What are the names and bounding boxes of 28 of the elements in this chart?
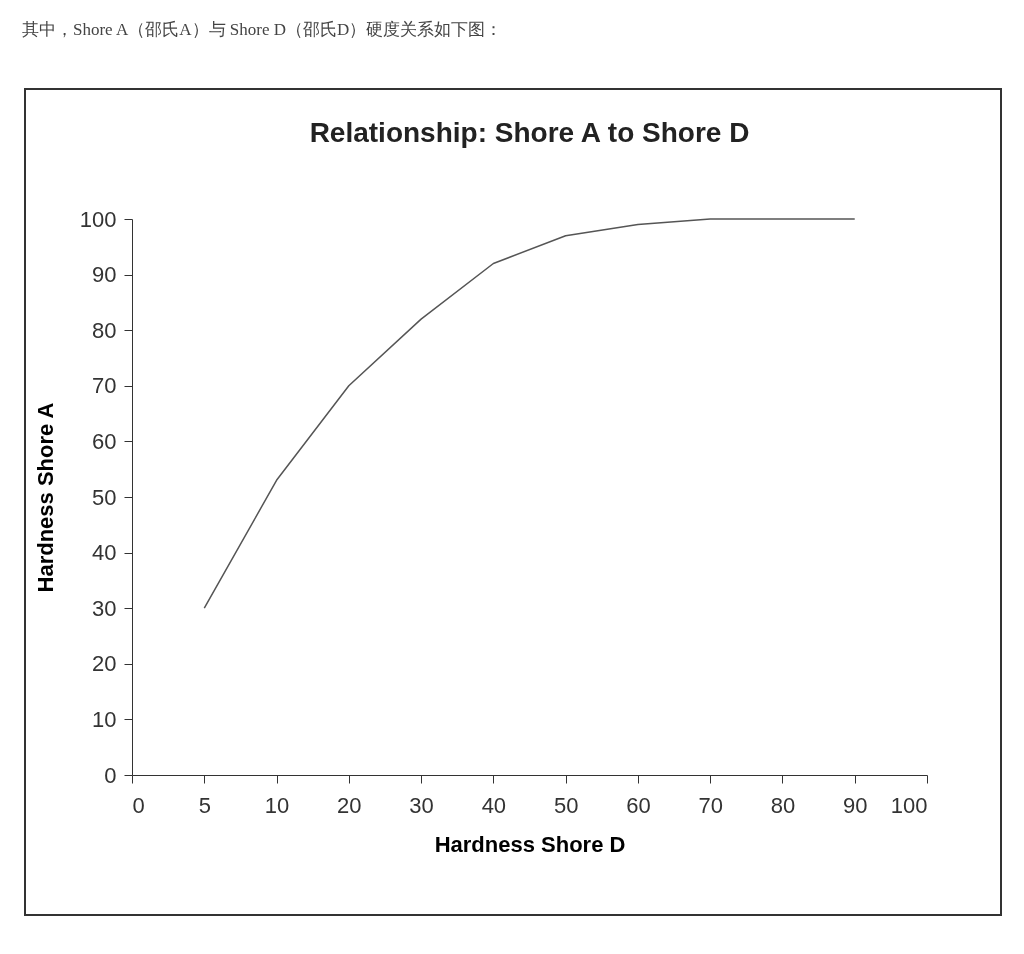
x-tick-label: 60 (626, 792, 651, 818)
y-tick-label: 10 (92, 706, 117, 732)
x-tick-label: 30 (409, 792, 434, 818)
x-tick-label: 100 (890, 792, 928, 818)
y-tick-label: 100 (79, 206, 117, 232)
y-tick-label: 90 (92, 262, 117, 288)
chart-title: Relationship: Shore A to Shore D (309, 117, 750, 148)
x-tick-label: 40 (481, 792, 507, 818)
y-tick-label: 30 (92, 595, 117, 621)
x-tick-label: 50 (553, 792, 579, 818)
y-tick-label: 0 (104, 762, 117, 788)
x-tick-label: 0 (132, 792, 145, 818)
x-axis-title: Hardness Shore D (434, 831, 626, 857)
line-series (203, 218, 856, 609)
y-tick-label: 40 (92, 540, 117, 566)
x-tick-label: 10 (264, 792, 290, 818)
x-tick-label: 5 (198, 792, 211, 818)
x-tick-label: 90 (842, 792, 868, 818)
x-tick-label: 70 (698, 792, 723, 818)
text: 其中，Shore A（邵氏A）与 Shore D（邵氏D）硬度关系如下图： (22, 19, 503, 41)
y-tick-label: 60 (92, 428, 117, 454)
x-tick-label: 80 (770, 792, 796, 818)
y-tick-label: 20 (92, 651, 117, 677)
x-tick-label: 20 (337, 792, 362, 818)
y-tick-label: 70 (92, 373, 117, 399)
y-axis-title: Hardness Shore A (32, 402, 58, 593)
y-tick-label: 50 (92, 484, 117, 510)
y-tick-label: 80 (92, 317, 117, 343)
